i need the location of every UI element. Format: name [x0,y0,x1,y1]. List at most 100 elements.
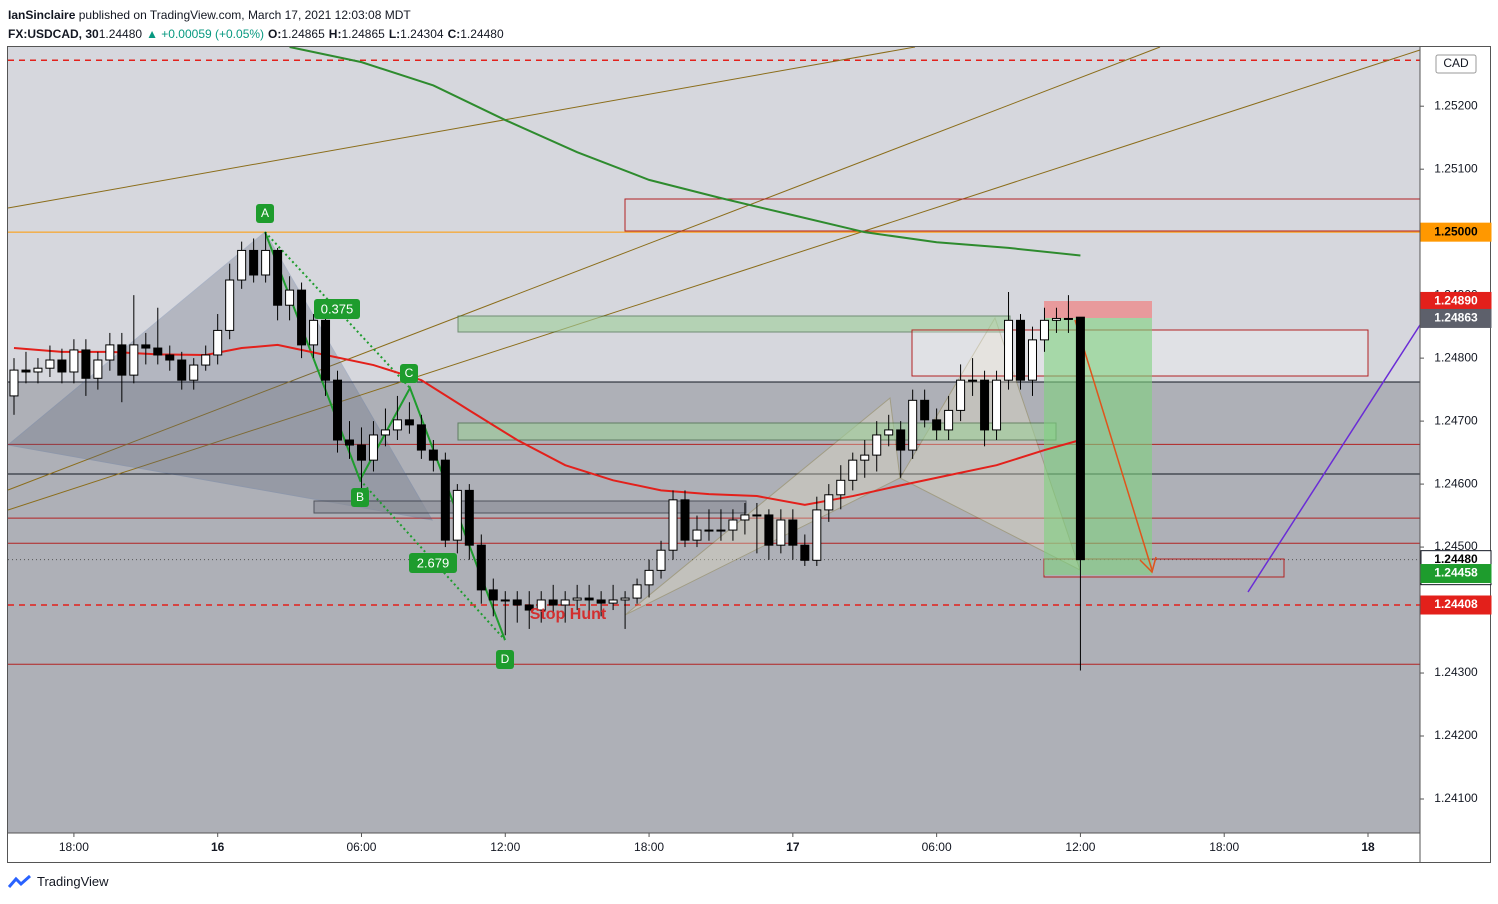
point-badge [400,364,418,383]
candle-body [692,529,702,541]
point-label: C [405,366,414,380]
candle-body [1039,319,1049,341]
point-label: A [261,206,269,220]
candle-body [309,319,319,346]
candle-body [237,249,247,281]
candle-body [788,519,798,546]
candle-body [321,319,331,381]
candle-body [548,599,558,606]
candle-body [476,544,486,591]
candle-body [213,329,223,356]
candle-body [668,499,678,551]
symbol: FX:USDCAD, 30 [8,27,99,41]
arrow [1074,319,1153,571]
y-tick-label: 1.24600 [1434,476,1478,490]
candle-body [956,379,966,411]
candle-body [968,379,978,382]
candle-body [1051,317,1061,321]
header-line: IanSinclaire published on TradingView.co… [8,6,508,25]
ratio-label: 2.679 [417,555,450,570]
candle-body [333,379,343,441]
candle-body [980,379,990,431]
candle-body [57,359,67,373]
price-badge [1420,564,1492,584]
price-badge-label: 1.24408 [1434,597,1478,611]
candle-body [884,429,894,436]
ohlc-key: L: [388,27,401,41]
last-price: 1.24480 [98,27,143,41]
candle-body [201,354,211,366]
candle-body [812,509,822,561]
candle-body [536,599,546,611]
x-tick-label: 12:00 [1065,840,1095,854]
candle-body [836,479,846,496]
ohlc-key: C: [447,27,461,41]
price-badge [1420,222,1492,242]
x-tick-label: 18:00 [59,840,89,854]
candle-body [824,494,834,511]
price-badge-label: 1.25000 [1434,224,1478,238]
candle-body [644,569,654,586]
candle-body [285,289,295,306]
arrow-head [1139,556,1157,574]
candle-body [344,439,354,446]
candle-body [380,429,390,436]
candle-body [297,289,307,346]
ohlc-value: 1.24865 [341,27,385,41]
x-tick-label: 18 [1361,840,1375,854]
point-label: D [501,652,510,666]
candle-body [488,589,498,601]
x-tick-label: 06:00 [346,840,376,854]
candle-body [632,584,642,599]
candle-body [368,434,378,461]
stop-zone [1044,301,1152,318]
candle-body [261,249,271,276]
x-tick-label: 16 [211,840,225,854]
point-label: B [356,490,364,504]
candle-body [932,419,942,431]
levels [8,59,1420,665]
candle-body [560,599,570,606]
candle-body [860,454,870,461]
ratio-line [359,479,506,641]
moving-average [289,46,1081,257]
ohlc-value: 1.24865 [281,27,325,41]
y-tick-label: 1.24300 [1434,665,1478,679]
frame [7,46,1491,863]
candle-body [524,604,534,611]
candle-body [1016,319,1026,381]
candle-body [249,249,259,276]
zone-box [313,500,747,514]
y-tick-label: 1.24500 [1434,539,1478,553]
y-tick-label: 1.25100 [1434,161,1478,175]
price-labels: CAD 1.250001.248901.248631.2448026:531.2… [1420,54,1492,615]
candle-body [896,429,906,451]
candle-body [177,359,187,381]
ratio-label: 0.375 [321,301,354,316]
header-line: FX:USDCAD, 301.24480 ▲ +0.00059 (+0.05%) O… [8,25,508,44]
candle-body [428,449,438,461]
point-badge [256,204,274,223]
time-axis [8,833,1498,863]
y-tick-label: 1.24100 [1434,791,1478,805]
footer: TradingView [8,874,109,889]
candle-body [356,444,366,461]
candle-body [1063,317,1073,320]
x-tick-label: 18:00 [1209,840,1239,854]
candle-body [1075,316,1085,561]
candle-body [872,434,882,456]
candle-body [620,597,630,601]
candle-body [440,459,450,541]
annotations: A B C D 0.375 2.679 Stop Hunt [256,204,607,669]
candle-body [45,359,55,369]
price-badge [1420,308,1492,328]
trend-line [7,46,1161,491]
ohlc-key: H: [328,27,342,41]
candle-body [776,519,786,546]
candles [9,232,1085,671]
candle-body [800,544,810,561]
price-badge-label: 1.24480 [1434,552,1478,566]
trend-line [7,49,1421,511]
candle-body [404,419,414,426]
